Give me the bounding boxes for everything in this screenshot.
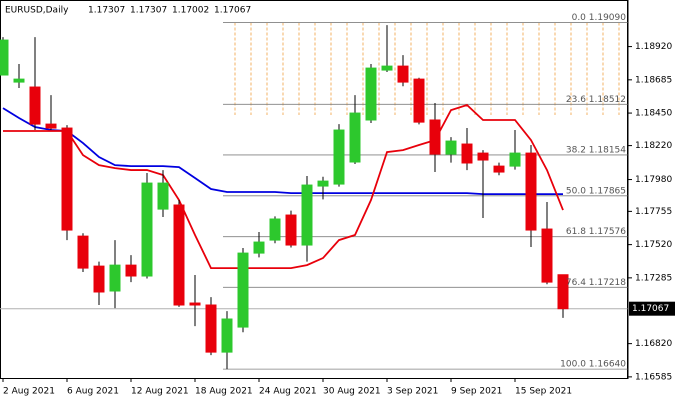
candle-body [333, 129, 345, 185]
x-tick-label: 12 Aug 2021 [131, 387, 189, 397]
candle-body [365, 67, 377, 121]
fib-label: 76.4 1.17218 [566, 278, 626, 288]
fib-label: 23.6 1.18512 [566, 95, 626, 105]
candle-body [237, 252, 249, 328]
y-tick-label: 1.17285 [635, 273, 672, 283]
candle-body [413, 78, 425, 123]
x-tick-label: 3 Sep 2021 [387, 387, 438, 397]
candle-body [29, 86, 41, 125]
chart-title: EURUSD,Daily [5, 6, 69, 16]
candle-body [509, 152, 521, 167]
candle-body [461, 143, 473, 164]
candle-body [269, 218, 281, 241]
current-price-box [629, 301, 675, 316]
y-tick-label: 1.17980 [635, 175, 672, 185]
candle-body [397, 65, 409, 83]
x-tick-label: 6 Aug 2021 [67, 387, 119, 397]
candle-body [349, 112, 361, 163]
candle-body [493, 165, 505, 173]
candle-body [141, 182, 153, 277]
fib-label: 100.0 1.16640 [560, 360, 626, 370]
candle-body [189, 302, 201, 306]
fib-label: 38.2 1.18154 [566, 145, 626, 155]
candle-body [0, 39, 9, 76]
y-tick-label: 1.18450 [635, 109, 672, 119]
candle-body [157, 182, 169, 210]
candle-body [93, 265, 105, 293]
candle-body [221, 318, 233, 353]
candle-body [13, 78, 25, 83]
current-price-label: 1.17067 [632, 304, 669, 314]
candle-body [477, 152, 489, 161]
candle-body [285, 214, 297, 246]
y-tick-label: 1.17520 [635, 240, 672, 250]
indicator-line [3, 103, 564, 269]
fib-label: 61.8 1.17576 [566, 227, 626, 237]
candle-body [61, 127, 73, 231]
candle-body [429, 119, 441, 155]
candle-body [525, 152, 537, 231]
fib-label: 0.0 1.19090 [572, 13, 627, 23]
x-tick-label: 9 Sep 2021 [451, 387, 502, 397]
candle-body [541, 228, 553, 283]
indicator-line [2, 107, 563, 196]
y-tick-label: 1.18685 [635, 75, 672, 85]
candle-body [173, 204, 185, 306]
y-tick-label: 1.16820 [635, 339, 672, 349]
candle-body [557, 274, 569, 310]
fib-label: 50.0 1.17865 [566, 186, 626, 196]
candle-body [381, 65, 393, 71]
y-tick-label: 1.18920 [635, 42, 672, 52]
x-tick-label: 18 Aug 2021 [195, 387, 253, 397]
y-tick-label: 1.18220 [635, 141, 672, 151]
candle-body [317, 180, 329, 187]
x-tick-label: 24 Aug 2021 [259, 387, 317, 397]
candle-body [45, 123, 57, 129]
x-tick-label: 15 Sep 2021 [515, 387, 572, 397]
x-tick-label: 30 Aug 2021 [323, 387, 381, 397]
candle-body [301, 184, 313, 246]
candle-body [445, 140, 457, 155]
ohlc-open: 1.17307 [88, 6, 125, 16]
candle-body [109, 264, 121, 292]
candle-body [125, 264, 137, 277]
ohlc-close: 1.17067 [214, 6, 251, 16]
ohlc-low: 1.17002 [172, 6, 209, 16]
ohlc-high: 1.17307 [130, 6, 167, 16]
y-tick-label: 1.17755 [635, 207, 672, 217]
candle-body [77, 235, 89, 269]
candle-body [253, 241, 265, 254]
x-tick-label: 2 Aug 2021 [3, 387, 55, 397]
candle-body [205, 304, 217, 353]
y-tick-label: 1.16585 [635, 372, 672, 382]
